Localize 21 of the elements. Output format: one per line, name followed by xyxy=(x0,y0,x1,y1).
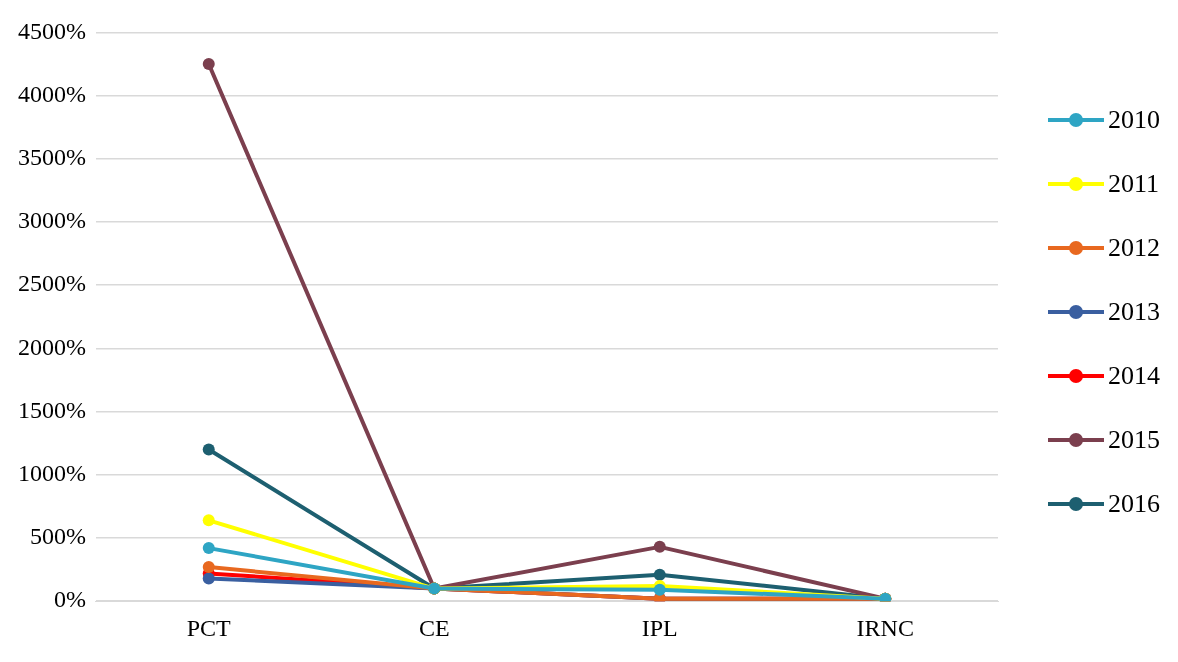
legend-label: 2013 xyxy=(1108,297,1160,327)
x-tick-label: IPL xyxy=(641,614,678,641)
y-tick-label: 2500% xyxy=(17,270,86,297)
legend-label: 2010 xyxy=(1108,105,1160,135)
y-tick-label: 3000% xyxy=(17,207,86,234)
y-tick-label: 4000% xyxy=(17,80,86,107)
legend-label: 2011 xyxy=(1108,169,1160,199)
x-tick-label: IRNC xyxy=(856,614,914,641)
y-tick-label: 0% xyxy=(53,586,86,613)
legend-label: 2016 xyxy=(1108,489,1160,519)
legend-label: 2015 xyxy=(1108,425,1160,455)
y-tick-label: 4500% xyxy=(17,17,86,44)
y-tick-label: 500% xyxy=(29,523,86,550)
x-tick-label: PCT xyxy=(186,614,232,641)
y-tick-label: 1500% xyxy=(17,396,86,423)
y-tick-label: 2000% xyxy=(17,333,86,360)
legend-label: 2012 xyxy=(1108,233,1160,263)
y-tick-label: 1000% xyxy=(17,460,86,487)
x-tick-label: CE xyxy=(418,614,450,641)
y-tick-label: 3500% xyxy=(17,144,86,171)
legend-label: 2014 xyxy=(1108,361,1160,391)
